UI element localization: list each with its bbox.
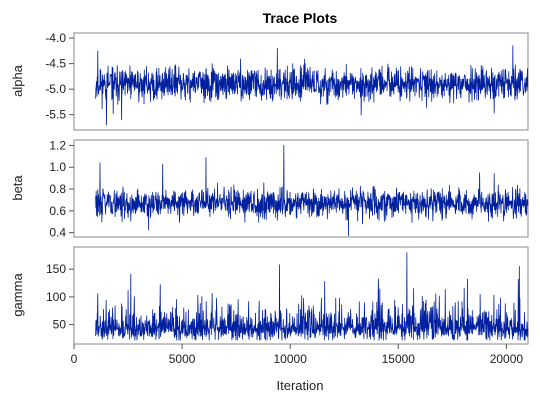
- trace-line-alpha: [95, 45, 529, 126]
- x-tick-label-3: 15000: [382, 352, 416, 366]
- trace-line-beta: [95, 145, 529, 237]
- x-tick-label-1: 5000: [169, 352, 196, 366]
- x-axis-label: Iteration: [277, 378, 324, 393]
- y-tick-label-alpha-1: -4.5: [45, 57, 66, 71]
- y-tick-label-beta-3: 1.0: [49, 160, 66, 174]
- y-tick-label-beta-4: 1.2: [49, 138, 66, 152]
- y-tick-label-beta-2: 0.8: [49, 182, 66, 196]
- panel-alpha: alpha -4.0 -4.5 -5.0 -5.5: [10, 31, 529, 131]
- y-tick-label-gamma-1: 100: [46, 290, 66, 304]
- y-tick-label-beta-1: 0.6: [49, 204, 66, 218]
- trace-line-gamma: [95, 252, 529, 341]
- y-ticks-beta: 0.4 0.6 0.8 1.0 1.2: [49, 138, 74, 240]
- y-tick-label-alpha-0: -4.0: [45, 31, 66, 45]
- y-tick-label-alpha-2: -5.0: [45, 82, 66, 96]
- chart-title: Trace Plots: [263, 10, 338, 26]
- y-tick-label-alpha-3: -5.5: [45, 108, 66, 122]
- x-tick-label-0: 0: [71, 352, 78, 366]
- y-axis-label-beta: beta: [10, 175, 25, 201]
- x-tick-label-2: 10000: [274, 352, 308, 366]
- y-tick-label-gamma-0: 50: [53, 318, 67, 332]
- y-tick-label-beta-0: 0.4: [49, 226, 66, 240]
- y-ticks-gamma: 50 100 150: [46, 262, 74, 332]
- y-axis-label-alpha: alpha: [10, 64, 25, 97]
- y-axis-label-gamma: gamma: [10, 273, 25, 317]
- x-tick-label-4: 20000: [490, 352, 524, 366]
- y-ticks-alpha: -4.0 -4.5 -5.0 -5.5: [45, 31, 74, 122]
- x-axis: 0 5000 10000 15000 20000: [71, 344, 524, 366]
- y-tick-label-gamma-2: 150: [46, 262, 66, 276]
- panel-frame-beta: [73, 139, 529, 238]
- panel-beta: beta 0.4 0.6 0.8 1.0 1.2: [10, 138, 529, 240]
- panel-frame-gamma: [73, 246, 529, 345]
- panel-gamma: gamma 50 100 150: [10, 246, 529, 345]
